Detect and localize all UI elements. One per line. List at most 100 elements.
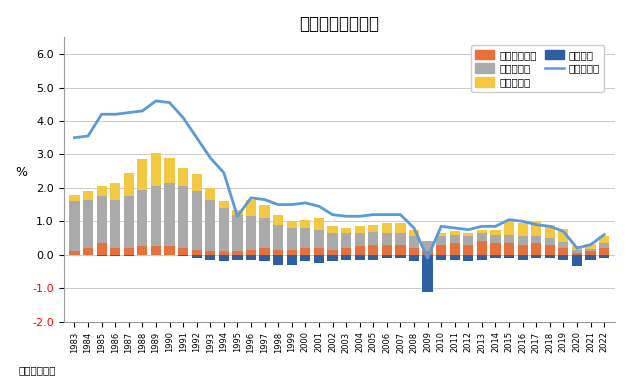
Bar: [355, 226, 365, 233]
Bar: [328, 255, 338, 262]
Bar: [463, 236, 473, 245]
Bar: [151, 153, 161, 186]
Bar: [436, 245, 446, 255]
Bar: [219, 208, 229, 251]
Bar: [246, 255, 256, 260]
Bar: [477, 241, 487, 255]
Bar: [382, 233, 392, 245]
Bar: [423, 241, 433, 251]
Bar: [246, 216, 256, 250]
Bar: [423, 251, 433, 255]
Bar: [110, 183, 120, 200]
Bar: [83, 200, 93, 248]
Bar: [355, 255, 365, 260]
Bar: [518, 223, 528, 236]
Bar: [518, 245, 528, 255]
Bar: [178, 248, 188, 255]
Bar: [490, 255, 501, 258]
Bar: [123, 173, 134, 196]
Bar: [436, 236, 446, 245]
Bar: [545, 255, 555, 258]
Bar: [368, 226, 379, 232]
Bar: [301, 228, 311, 248]
Bar: [585, 244, 595, 249]
Bar: [232, 215, 243, 251]
Bar: [545, 245, 555, 255]
Bar: [395, 233, 406, 245]
Bar: [96, 186, 106, 196]
Bar: [599, 236, 609, 243]
Bar: [436, 233, 446, 236]
Bar: [341, 248, 351, 255]
Bar: [273, 255, 284, 265]
Bar: [423, 255, 433, 291]
Bar: [96, 255, 106, 257]
Bar: [287, 228, 297, 250]
Bar: [287, 255, 297, 265]
Bar: [273, 225, 284, 250]
Bar: [205, 188, 215, 200]
Bar: [518, 255, 528, 260]
Bar: [477, 230, 487, 233]
Bar: [137, 160, 147, 190]
Bar: [531, 255, 541, 258]
Bar: [531, 222, 541, 236]
Legend: 全要素生産性, 資本投入量, 労働力人口, 労働時間, 潜在成長率: 全要素生産性, 資本投入量, 労働力人口, 労働時間, 潜在成長率: [471, 45, 604, 92]
Bar: [382, 255, 392, 258]
Bar: [558, 255, 568, 260]
Bar: [409, 236, 419, 248]
Bar: [545, 238, 555, 245]
Bar: [96, 243, 106, 255]
Bar: [328, 250, 338, 255]
Bar: [83, 191, 93, 200]
Bar: [219, 201, 229, 208]
Bar: [123, 196, 134, 248]
Bar: [328, 226, 338, 233]
Bar: [463, 245, 473, 255]
Bar: [585, 255, 595, 260]
Bar: [395, 223, 406, 233]
Bar: [151, 246, 161, 255]
Bar: [504, 235, 514, 243]
Title: 日本の潜在成長率: 日本の潜在成長率: [299, 15, 379, 33]
Bar: [572, 246, 582, 250]
Bar: [232, 255, 243, 260]
Bar: [585, 251, 595, 255]
Bar: [599, 255, 609, 258]
Bar: [260, 248, 270, 255]
Bar: [531, 243, 541, 255]
Bar: [531, 236, 541, 243]
Bar: [558, 229, 568, 242]
Bar: [301, 248, 311, 255]
Bar: [314, 255, 324, 263]
Bar: [137, 190, 147, 246]
Bar: [368, 255, 379, 260]
Bar: [110, 255, 120, 257]
Bar: [450, 235, 460, 243]
Bar: [504, 255, 514, 258]
Bar: [382, 223, 392, 233]
Bar: [178, 255, 188, 257]
Bar: [287, 221, 297, 228]
Bar: [164, 158, 175, 183]
Bar: [260, 218, 270, 248]
Bar: [246, 250, 256, 255]
Bar: [477, 233, 487, 241]
Bar: [599, 248, 609, 255]
Bar: [273, 250, 284, 255]
Bar: [409, 255, 419, 262]
Bar: [205, 200, 215, 251]
Bar: [178, 186, 188, 248]
Bar: [314, 248, 324, 255]
Bar: [164, 183, 175, 246]
Bar: [490, 235, 501, 243]
Bar: [504, 243, 514, 255]
Bar: [69, 194, 79, 201]
Bar: [450, 231, 460, 235]
Bar: [192, 191, 202, 250]
Bar: [518, 236, 528, 245]
Bar: [382, 245, 392, 255]
Bar: [314, 230, 324, 248]
Bar: [192, 255, 202, 258]
Bar: [504, 221, 514, 235]
